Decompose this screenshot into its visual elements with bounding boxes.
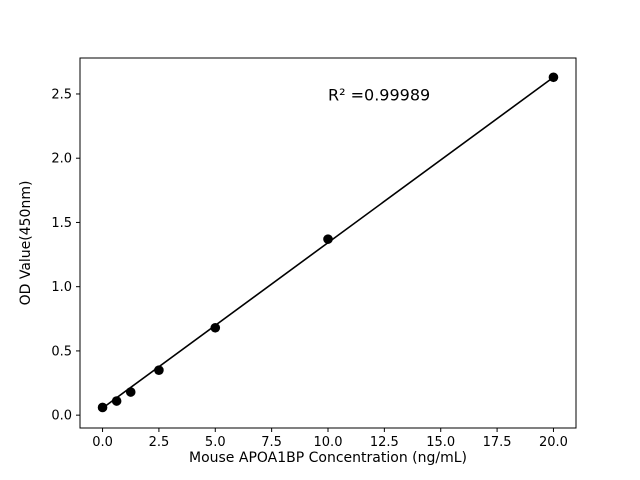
data-point bbox=[125, 387, 136, 397]
y-axis-label: OD Value(450nm) bbox=[18, 181, 34, 306]
x-tick-label: 2.5 bbox=[149, 435, 170, 450]
data-point bbox=[97, 402, 108, 413]
data-point bbox=[154, 365, 164, 375]
x-tick-label: 17.5 bbox=[483, 435, 512, 450]
x-tick-label: 7.5 bbox=[261, 435, 282, 450]
y-tick-label: 2.5 bbox=[51, 87, 72, 102]
data-point bbox=[210, 322, 221, 333]
plot-border bbox=[79, 57, 577, 429]
x-axis-label: Mouse APOA1BP Concentration (ng/mL) bbox=[189, 450, 467, 466]
x-tick-label: 10.0 bbox=[314, 435, 343, 450]
y-tick-label: 2.0 bbox=[51, 152, 72, 167]
x-tick-label: 15.0 bbox=[426, 435, 455, 450]
x-tick-label: 0.0 bbox=[92, 435, 113, 450]
x-tick-label: 5.0 bbox=[205, 435, 226, 450]
data-point bbox=[111, 396, 122, 406]
series-layer bbox=[97, 72, 559, 413]
x-tick-label: 20.0 bbox=[539, 435, 568, 450]
y-tick-label: 0.0 bbox=[51, 409, 72, 424]
y-tick-label: 1.0 bbox=[51, 280, 72, 295]
r-squared-annotation: R² =0.99989 bbox=[328, 85, 430, 104]
data-point bbox=[323, 234, 333, 244]
x-tick-label: 12.5 bbox=[370, 435, 399, 450]
axes-layer: 0.0 2.5 5.0 7.5 10.0 12.5 15.0 17.5 20.0 0.0 0.5 1.… bbox=[51, 57, 577, 450]
data-point bbox=[548, 72, 559, 83]
y-tick-label: 1.5 bbox=[51, 216, 72, 231]
y-tick-label: 0.5 bbox=[51, 344, 72, 359]
